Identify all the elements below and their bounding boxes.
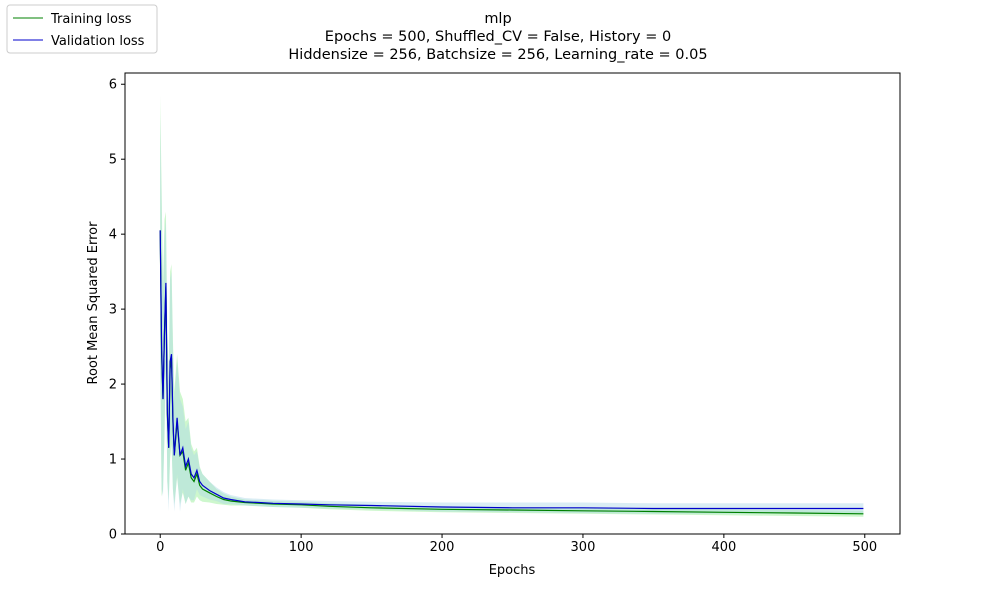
- y-tick-label: 6: [109, 78, 117, 93]
- chart-subtitle-1: Epochs = 500, Shuffled_CV = False, Histo…: [325, 29, 671, 45]
- x-tick-label: 500: [852, 540, 877, 555]
- chart-subtitle-2: Hiddensize = 256, Batchsize = 256, Learn…: [288, 47, 707, 63]
- x-tick-label: 200: [430, 540, 455, 555]
- line-validation-loss: [159, 230, 864, 510]
- series-lines: [159, 230, 864, 515]
- legend: Training loss Validation loss: [6, 4, 158, 54]
- band-training-loss: [160, 95, 864, 517]
- legend-label-validation-loss: Validation loss: [51, 34, 145, 49]
- x-tick-label: 0: [156, 540, 164, 555]
- y-tick-label: 4: [109, 228, 117, 243]
- line-training-loss: [159, 230, 864, 515]
- plot-frame: [124, 72, 901, 535]
- legend-frame: [6, 4, 158, 54]
- confidence-bands: [160, 95, 864, 517]
- y-tick-label: 0: [109, 528, 117, 543]
- x-tick-label: 400: [711, 540, 736, 555]
- y-axis: 0 1 2 3 4 5 6: [109, 78, 125, 543]
- legend-label-training-loss: Training loss: [50, 12, 132, 27]
- x-axis: 0 100 200 300 400 500: [156, 534, 877, 555]
- y-tick-label: 1: [109, 453, 117, 468]
- y-tick-label: 5: [109, 153, 117, 168]
- x-tick-label: 300: [571, 540, 596, 555]
- band-validation-loss: [160, 114, 864, 514]
- y-axis-label: Root Mean Squared Error: [86, 221, 101, 385]
- y-tick-label: 2: [109, 378, 117, 393]
- chart-title: mlp: [484, 11, 511, 27]
- x-axis-label: Epochs: [489, 563, 536, 578]
- x-tick-label: 100: [289, 540, 314, 555]
- y-tick-label: 3: [109, 303, 117, 318]
